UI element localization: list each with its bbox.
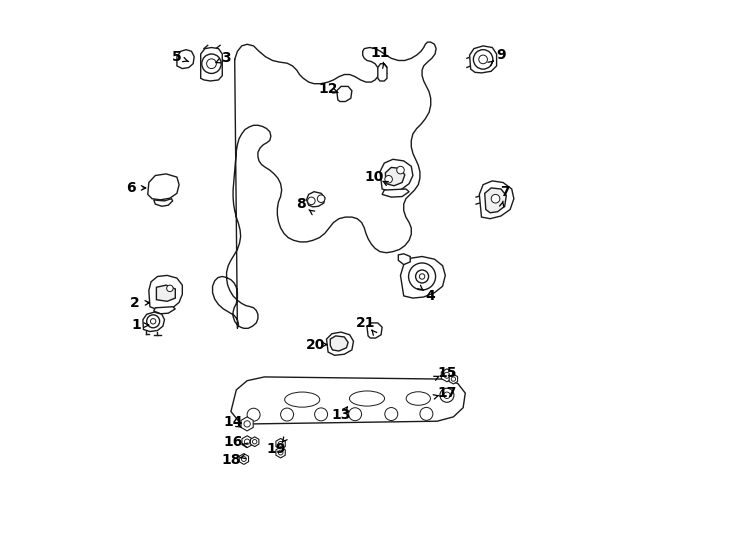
Polygon shape bbox=[441, 369, 453, 382]
Text: 1: 1 bbox=[131, 318, 141, 332]
Polygon shape bbox=[449, 374, 457, 384]
Polygon shape bbox=[156, 285, 175, 301]
Circle shape bbox=[308, 197, 315, 205]
Circle shape bbox=[349, 408, 362, 421]
Circle shape bbox=[252, 440, 257, 444]
Polygon shape bbox=[239, 454, 249, 464]
Polygon shape bbox=[367, 323, 382, 338]
Polygon shape bbox=[250, 437, 259, 447]
Text: 17: 17 bbox=[437, 386, 457, 400]
Circle shape bbox=[440, 388, 454, 402]
Ellipse shape bbox=[285, 392, 320, 407]
Polygon shape bbox=[479, 181, 514, 219]
Circle shape bbox=[278, 450, 283, 455]
Polygon shape bbox=[330, 336, 348, 351]
Circle shape bbox=[419, 274, 425, 279]
Polygon shape bbox=[149, 275, 182, 310]
Text: 4: 4 bbox=[426, 289, 435, 303]
Polygon shape bbox=[241, 417, 253, 431]
Polygon shape bbox=[276, 447, 286, 458]
Text: 14: 14 bbox=[223, 415, 243, 429]
Text: 15: 15 bbox=[437, 366, 457, 380]
Text: 5: 5 bbox=[172, 50, 182, 64]
Circle shape bbox=[420, 407, 433, 420]
Polygon shape bbox=[143, 312, 164, 332]
Circle shape bbox=[280, 408, 294, 421]
Circle shape bbox=[444, 373, 450, 378]
Polygon shape bbox=[385, 167, 404, 186]
Circle shape bbox=[167, 285, 173, 292]
Polygon shape bbox=[382, 189, 409, 197]
Circle shape bbox=[451, 377, 456, 381]
Circle shape bbox=[241, 456, 247, 461]
Circle shape bbox=[150, 319, 156, 324]
Polygon shape bbox=[484, 188, 506, 213]
Circle shape bbox=[473, 50, 493, 69]
Circle shape bbox=[443, 392, 450, 399]
Circle shape bbox=[244, 439, 250, 444]
Polygon shape bbox=[307, 192, 325, 207]
Text: 13: 13 bbox=[331, 408, 351, 422]
Polygon shape bbox=[470, 46, 497, 73]
Polygon shape bbox=[276, 438, 286, 449]
Polygon shape bbox=[148, 174, 179, 200]
Text: 12: 12 bbox=[319, 82, 338, 96]
Circle shape bbox=[415, 270, 429, 283]
Text: 7: 7 bbox=[501, 185, 510, 199]
Text: 6: 6 bbox=[126, 181, 135, 195]
Circle shape bbox=[206, 59, 217, 69]
Text: 11: 11 bbox=[371, 46, 390, 60]
Polygon shape bbox=[380, 159, 413, 192]
Circle shape bbox=[491, 194, 500, 203]
Circle shape bbox=[396, 166, 404, 174]
Polygon shape bbox=[399, 254, 410, 265]
Polygon shape bbox=[401, 256, 446, 298]
Circle shape bbox=[244, 421, 250, 427]
Polygon shape bbox=[153, 199, 172, 206]
Circle shape bbox=[278, 442, 283, 446]
Circle shape bbox=[247, 408, 260, 421]
Text: 18: 18 bbox=[221, 453, 241, 467]
Text: 3: 3 bbox=[221, 51, 230, 65]
Text: 2: 2 bbox=[130, 296, 139, 310]
Text: 19: 19 bbox=[266, 442, 286, 456]
Circle shape bbox=[385, 176, 393, 183]
Text: 16: 16 bbox=[223, 435, 243, 449]
Polygon shape bbox=[378, 64, 387, 81]
Text: 8: 8 bbox=[297, 197, 306, 211]
Circle shape bbox=[317, 195, 325, 202]
Circle shape bbox=[147, 315, 159, 328]
Circle shape bbox=[479, 55, 487, 64]
Polygon shape bbox=[177, 50, 195, 69]
Text: 9: 9 bbox=[496, 48, 506, 62]
Polygon shape bbox=[242, 436, 252, 448]
Text: 20: 20 bbox=[306, 338, 325, 352]
Polygon shape bbox=[153, 307, 175, 314]
Circle shape bbox=[385, 408, 398, 421]
Polygon shape bbox=[200, 48, 222, 81]
Ellipse shape bbox=[406, 392, 430, 405]
Circle shape bbox=[202, 54, 221, 73]
Polygon shape bbox=[327, 332, 354, 355]
Ellipse shape bbox=[349, 391, 385, 406]
Circle shape bbox=[315, 408, 327, 421]
Polygon shape bbox=[231, 377, 465, 424]
Text: 10: 10 bbox=[365, 170, 384, 184]
Text: 21: 21 bbox=[356, 316, 376, 330]
Circle shape bbox=[409, 263, 435, 290]
Polygon shape bbox=[337, 86, 352, 102]
